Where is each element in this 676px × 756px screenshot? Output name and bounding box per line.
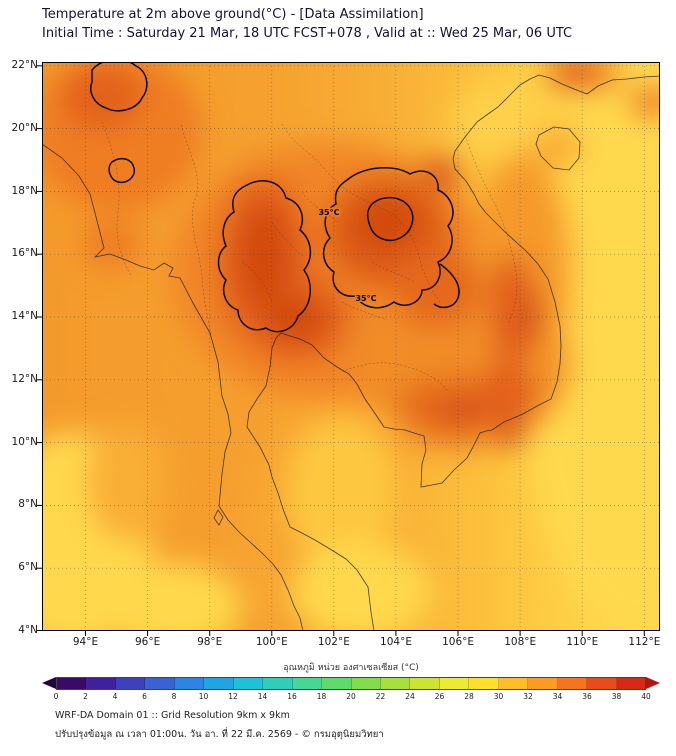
colorbar-tick-label: 22 — [375, 692, 386, 701]
coastline-paths — [42, 74, 660, 631]
lat-tick-label: 10°N — [11, 435, 38, 448]
lon-tick-label: 106°E — [442, 636, 475, 648]
colorbar-segment — [498, 678, 529, 689]
lat-tick-label: 4°N — [18, 624, 38, 637]
contour-myanmar-small — [108, 157, 136, 184]
colorbar-tick-label: 34 — [552, 692, 563, 701]
colorbar-tick-label: 20 — [346, 692, 356, 701]
lon-tick-label: 100°E — [255, 636, 288, 648]
colorbar-tick-label: 38 — [611, 692, 622, 701]
lat-tick-label: 14°N — [11, 310, 38, 323]
contour-35c-lines — [90, 62, 460, 333]
coastline-phuket-island — [213, 509, 224, 526]
lon-tick-label: 96°E — [134, 636, 161, 648]
colorbar-segment — [145, 678, 175, 689]
coastline-west — [42, 143, 304, 631]
colorbar-title: อุณหภูมิ หน่วย องศาเซลเซียส (°C) — [283, 663, 419, 673]
coastline-hainan-island — [535, 126, 581, 171]
lat-tick-label: 16°N — [11, 247, 38, 260]
temperature-field-blobs — [42, 62, 660, 631]
page-title: Temperature at 2m above ground(°C) - [Da… — [42, 7, 424, 22]
admin-border-paths — [101, 121, 518, 393]
colorbar-segment — [292, 678, 323, 689]
colorbar-tick-label: 28 — [464, 692, 474, 701]
lon-tick-label: 94°E — [72, 636, 99, 648]
colorbar-tick-label: 16 — [287, 692, 297, 701]
colorbar-segment — [322, 678, 352, 689]
colorbar-segment — [557, 678, 588, 689]
colorbar-tick-label: 14 — [257, 692, 268, 701]
colorbar-tick-label: 12 — [228, 692, 238, 701]
colorbar-segment — [587, 678, 617, 689]
colorbar-tick-label: 0 — [53, 692, 59, 701]
colorbar-segment — [410, 678, 440, 689]
map-frame — [42, 62, 660, 631]
lat-tick-label: 18°N — [11, 184, 38, 197]
colorbar-tick-label: 4 — [112, 692, 118, 701]
contour-label-35c-2: 35°C — [355, 294, 376, 303]
contour-northeast — [322, 167, 454, 309]
lat-tick-label: 22°N — [11, 59, 38, 71]
lon-tick-label: 102°E — [317, 636, 350, 648]
lon-tick-label: 108°E — [504, 636, 537, 648]
colorbar-segment — [351, 678, 381, 689]
colorbar-tick-label: 30 — [493, 692, 504, 701]
page-subtitle: Initial Time : Saturday 21 Mar, 18 UTC F… — [42, 26, 573, 41]
grid-lines — [42, 62, 660, 631]
colorbar-segment — [57, 678, 87, 689]
colorbar-tick-label: 36 — [582, 692, 592, 701]
lat-tick-label: 20°N — [11, 121, 38, 134]
colorbar-over-arrow — [646, 677, 660, 689]
colorbar-segment — [115, 678, 146, 689]
colorbar-segment — [380, 678, 411, 689]
colorbar-tick-label: 26 — [434, 692, 445, 701]
colorbar-body — [56, 677, 646, 690]
footer-update-info: ปรับปรุงข้อมูล ณ เวลา 01:00น. วัน อา. ที… — [55, 729, 384, 740]
lat-tick-label: 6°N — [18, 561, 38, 574]
coastline-east — [246, 74, 660, 631]
colorbar-segment — [528, 678, 558, 689]
colorbar — [42, 677, 660, 690]
contour-west-thailand — [217, 180, 312, 333]
colorbar-segment — [174, 678, 205, 689]
colorbar-segment — [616, 678, 646, 689]
contour-northeast-inner — [366, 196, 414, 242]
colorbar-segment — [469, 678, 499, 689]
title-block: Temperature at 2m above ground(°C) - [Da… — [42, 5, 572, 43]
colorbar-tick-label: 6 — [142, 692, 147, 701]
colorbar-segment — [233, 678, 264, 689]
colorbar-tick-label: 2 — [83, 692, 88, 701]
footer-domain-info: WRF-DA Domain 01 :: Grid Resolution 9km … — [55, 710, 290, 721]
lat-tick-label: 12°N — [11, 372, 38, 385]
colorbar-under-arrow — [42, 677, 56, 689]
colorbar-segment — [439, 678, 470, 689]
contour-southeast-tail — [433, 263, 460, 309]
colorbar-tick-label: 24 — [405, 692, 415, 701]
lon-tick-label: 98°E — [197, 636, 223, 648]
colorbar-segment — [86, 678, 116, 689]
colorbar-tick-label: 32 — [523, 692, 533, 701]
lat-tick-label: 8°N — [18, 498, 38, 511]
colorbar-segment — [263, 678, 293, 689]
axis-tick-marks — [37, 65, 645, 636]
colorbar-tick-label: 10 — [198, 692, 209, 701]
colorbar-tick-label: 18 — [316, 692, 327, 701]
lon-tick-label: 110°E — [566, 636, 599, 648]
lon-tick-label: 112°E — [628, 636, 661, 648]
lon-tick-label: 104°E — [380, 636, 412, 648]
contour-label-35c-1: 35°C — [318, 208, 339, 217]
colorbar-segment — [204, 678, 234, 689]
colorbar-tick-label: 8 — [171, 692, 177, 701]
temperature-map: 35°C 35°C — [37, 62, 660, 636]
contour-myanmar-north — [90, 62, 148, 112]
colorbar-tick-label: 40 — [641, 692, 651, 701]
